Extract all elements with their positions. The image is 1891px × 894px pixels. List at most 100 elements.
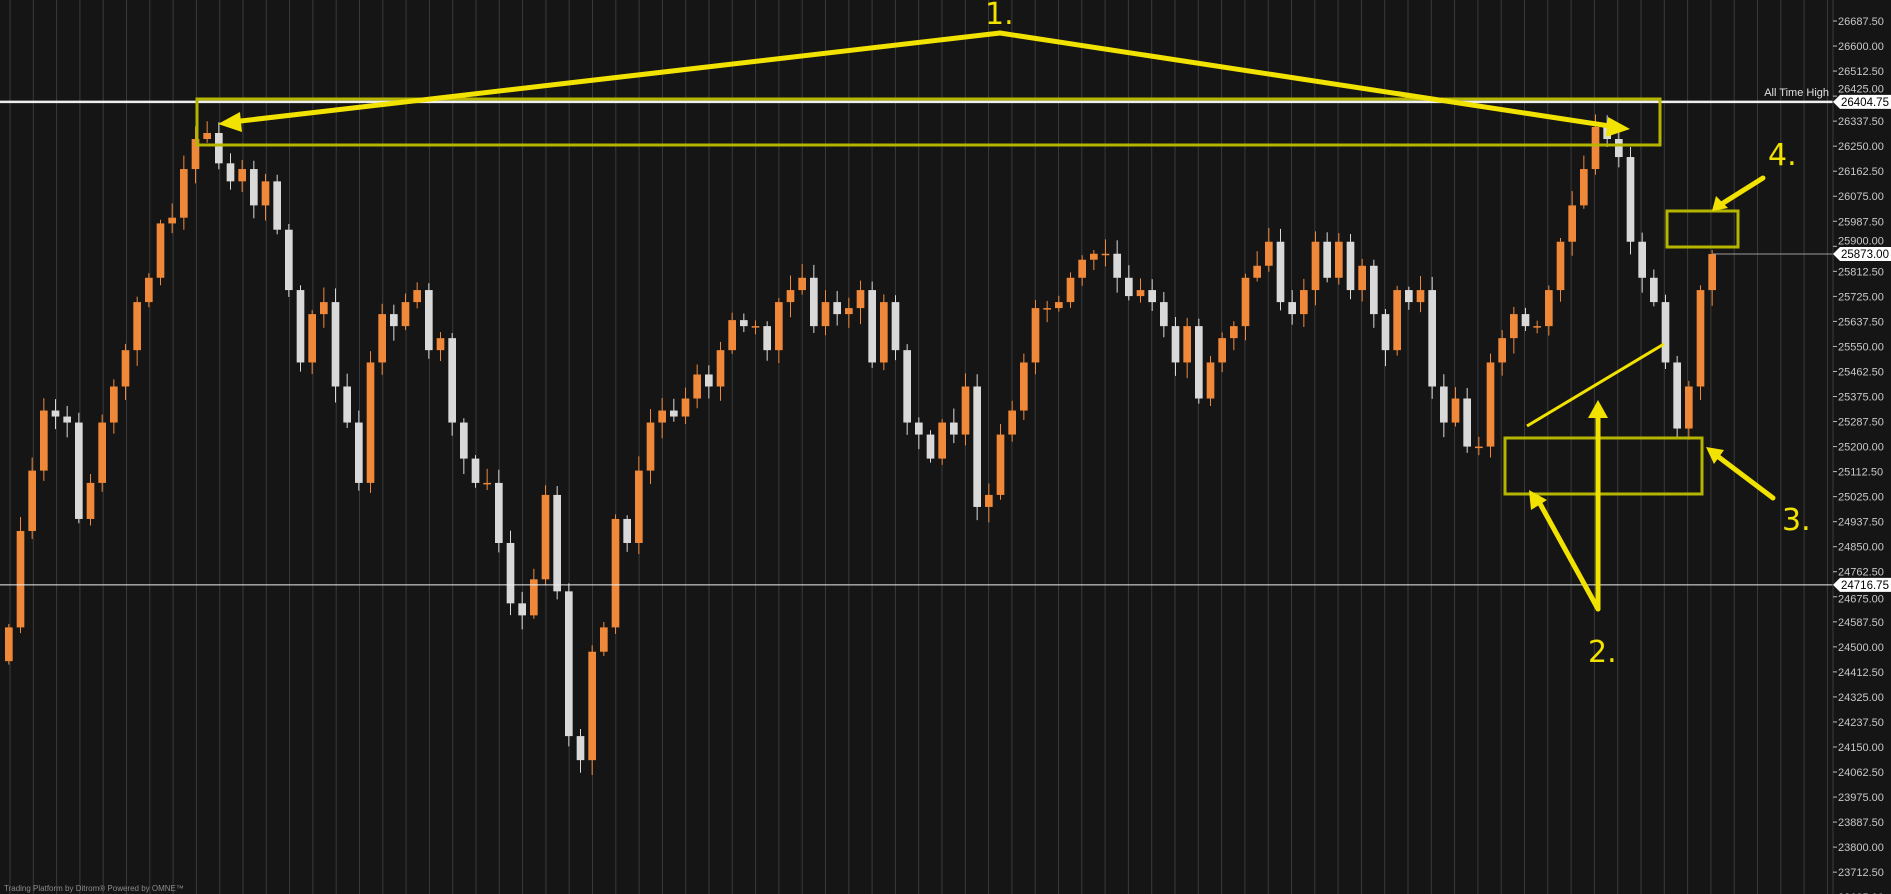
candle [1183, 326, 1191, 363]
candle [1626, 157, 1635, 242]
axis-tick-label: 26687.50 [1838, 16, 1884, 28]
candle [296, 290, 305, 363]
annotations: 1. 2. 3. 4. [195, 0, 1811, 670]
candle [1661, 302, 1670, 363]
candle [1486, 362, 1495, 447]
price-tag [1833, 577, 1891, 592]
axis-tick-label: 26512.50 [1838, 66, 1884, 78]
arrow-2-left [1535, 497, 1601, 612]
candle [1253, 265, 1261, 278]
arrow-4 [1717, 175, 1766, 208]
candle [868, 290, 876, 363]
axis-tick-label: 26775.00 [1838, 0, 1884, 3]
candle [798, 277, 806, 291]
candle [728, 320, 736, 351]
candle [1696, 290, 1705, 387]
candle [1451, 398, 1460, 423]
candle [1358, 265, 1366, 291]
candle [693, 374, 701, 399]
candle [1323, 241, 1331, 278]
grid-lines [9, 0, 1828, 894]
candle [565, 591, 573, 737]
candle [413, 290, 421, 303]
candle [961, 386, 970, 435]
candle [775, 302, 783, 351]
candle [1055, 302, 1063, 309]
candle [16, 530, 25, 628]
candle [63, 416, 71, 423]
candle [1370, 265, 1378, 315]
candle [973, 386, 981, 507]
candle [1265, 241, 1273, 266]
candle [133, 302, 141, 351]
candle [1230, 326, 1238, 339]
axis-tick-label: 23887.50 [1838, 817, 1884, 829]
price-lines [0, 100, 1833, 586]
candle [740, 320, 748, 327]
candle [471, 458, 480, 483]
axis-tick-label: 23712.50 [1838, 867, 1884, 879]
candle [180, 169, 188, 218]
ath-label: All Time High [1764, 87, 1829, 99]
arrowhead-icon [1606, 117, 1630, 137]
arrow-3 [1713, 452, 1776, 501]
price-tag-label: 26404.75 [1841, 97, 1889, 109]
candle [5, 627, 13, 662]
axis-tick-label: 25025.00 [1838, 492, 1884, 504]
candle [950, 422, 958, 435]
candle [1521, 314, 1530, 327]
arrowhead-icon [1712, 196, 1728, 211]
arrowhead-icon [1706, 447, 1724, 464]
arrowhead-icon [218, 112, 242, 132]
axis-tick-label: 24150.00 [1838, 742, 1884, 754]
candle [588, 651, 596, 761]
candle [506, 542, 515, 604]
price-tag-label: 24716.75 [1841, 580, 1889, 592]
candle [308, 314, 316, 363]
axis-tick-label: 24237.50 [1838, 717, 1884, 729]
candle [448, 338, 456, 423]
arrowhead-icon [1529, 490, 1547, 510]
candle [541, 494, 550, 580]
candle [1206, 362, 1215, 399]
axis-tick-label: 26425.00 [1838, 83, 1884, 95]
candle [1346, 241, 1355, 291]
footer-credit: Trading Platform by Ditrom® Powered by O… [4, 884, 184, 893]
candle [366, 362, 375, 483]
candle [168, 217, 176, 224]
axis-tick-label: 24587.50 [1838, 617, 1884, 629]
candle [1510, 314, 1518, 339]
candle [110, 386, 118, 423]
annotation-label-3: 3. [1782, 503, 1811, 538]
axis-tick-label: 25987.50 [1838, 216, 1884, 228]
candle [1160, 302, 1168, 327]
axis-tick-label: 25900.00 [1838, 236, 1884, 248]
axis-tick-label: 23975.00 [1838, 792, 1884, 804]
candle [880, 302, 888, 363]
candle [518, 603, 526, 616]
candle [1463, 398, 1471, 447]
candle [156, 223, 165, 278]
candle [1533, 326, 1541, 328]
candle [1650, 277, 1658, 303]
candle [75, 422, 83, 519]
candle [1288, 302, 1296, 315]
candle [600, 627, 608, 652]
candle [401, 302, 410, 327]
candle [320, 302, 328, 315]
axis-tick-label: 25462.50 [1838, 366, 1884, 378]
axis-tick-label: 25637.50 [1838, 316, 1884, 328]
candle [1556, 241, 1565, 291]
candle [1638, 241, 1646, 278]
candle [915, 422, 923, 435]
axis-tick-label: 24762.50 [1838, 566, 1884, 578]
candle [751, 326, 760, 328]
candle [1101, 253, 1110, 256]
candle [250, 169, 258, 206]
axis-tick-label: 24500.00 [1838, 642, 1884, 654]
candle [145, 277, 153, 303]
price-axis[interactable]: 26775.00 26687.50 26600.00 26512.50 26425.00… [1832, 0, 1891, 894]
price-tags: 26404.75 25873.00 24716.75 [1833, 94, 1891, 592]
candle [355, 422, 363, 483]
